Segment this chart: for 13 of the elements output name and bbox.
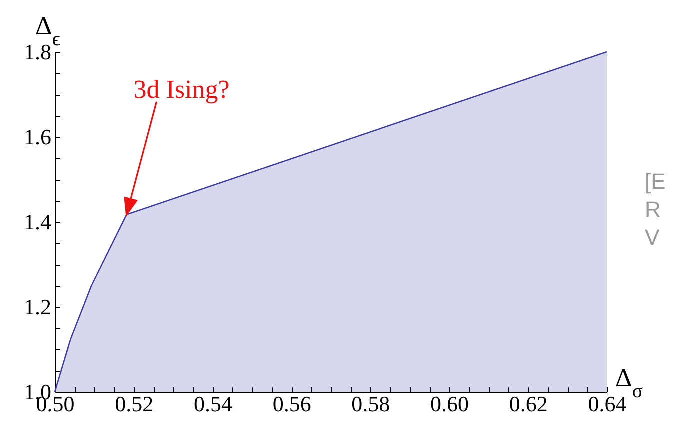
- y-tick-label: 1.2: [24, 294, 52, 320]
- x-tick-label: 0.58: [352, 392, 390, 416]
- text: V: [645, 225, 660, 250]
- annotation: 3d Ising?: [134, 74, 230, 104]
- x-tick-label: 0.60: [430, 392, 470, 416]
- x-tick-label: 0.52: [115, 392, 154, 416]
- text: [E: [645, 169, 666, 194]
- y-tick-label: 1.4: [24, 210, 52, 234]
- x-tick-label: 0.62: [509, 392, 548, 416]
- x-tick-label: 0.56: [272, 392, 312, 416]
- text: R: [645, 197, 661, 222]
- y-tick-label: 1.6: [24, 124, 52, 150]
- x-tick-label: 0.54: [194, 392, 232, 416]
